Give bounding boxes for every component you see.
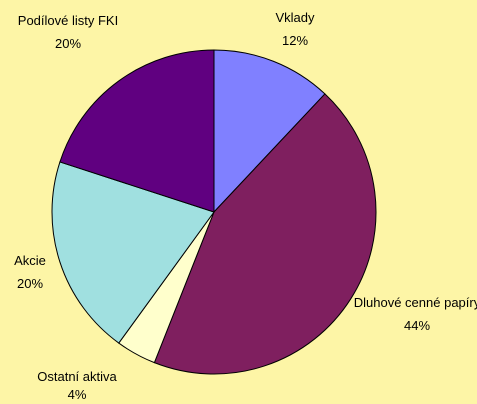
value-label: 44% — [403, 318, 431, 333]
pie-slice — [153, 93, 377, 375]
slice-label: Dluhové cenné papíry 44% — [352, 291, 477, 337]
pie-slice — [59, 49, 215, 213]
category-label: Ostatní aktiva — [37, 369, 117, 384]
pie-slice — [51, 161, 215, 344]
pie-slice — [213, 49, 326, 214]
slice-label: Podílové listy FKI 20% — [8, 9, 128, 55]
value-label: 12% — [281, 33, 309, 48]
slice-label: Ostatní aktiva 4% — [12, 368, 142, 404]
slice-label: Vklady 12% — [235, 6, 355, 52]
category-label: Dluhové cenné papíry — [353, 295, 477, 310]
value-label: 20% — [16, 276, 44, 291]
category-label: Podílové listy FKI — [17, 13, 119, 28]
category-label: Vklady — [275, 10, 315, 25]
value-label: 4% — [67, 387, 87, 402]
category-label: Akcie — [14, 253, 46, 268]
value-label: 20% — [54, 36, 82, 51]
slice-label: Akcie 20% — [0, 249, 60, 295]
